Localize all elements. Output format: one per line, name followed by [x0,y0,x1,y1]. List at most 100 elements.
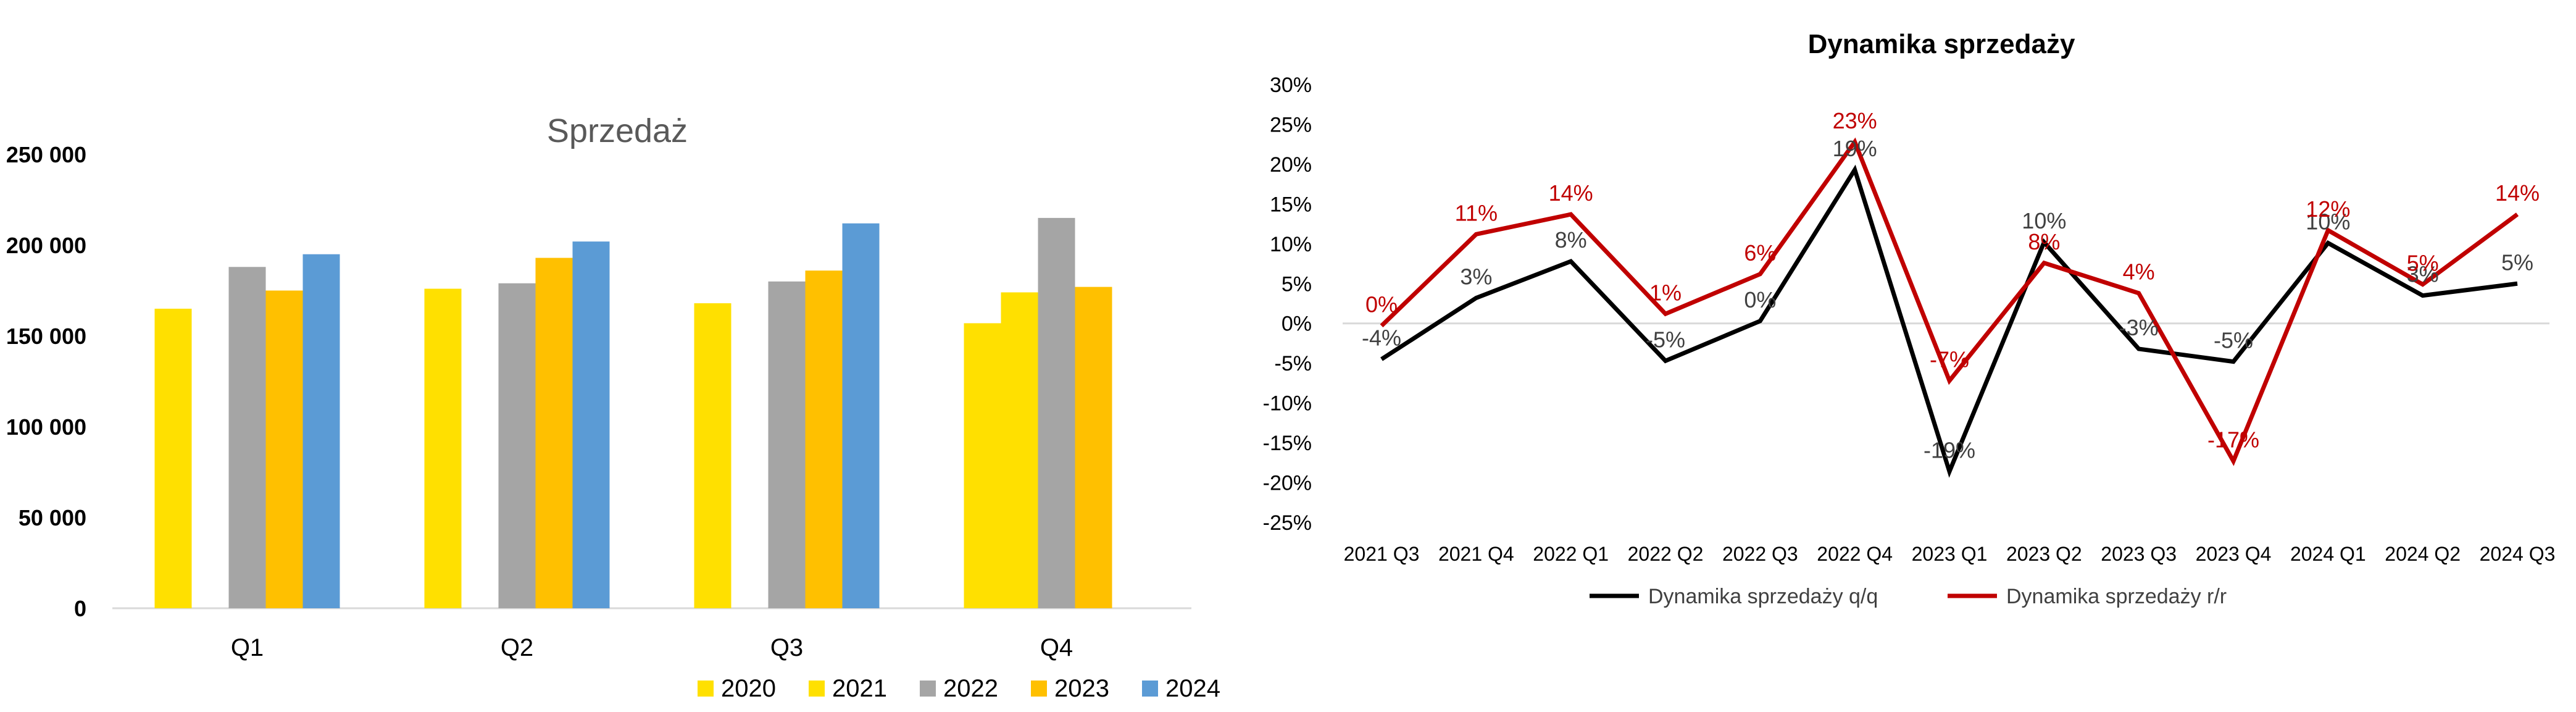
data-label-rr: -7% [1930,347,1969,372]
bar-2023-Q2 [535,258,573,609]
bar-2020-Q1 [154,308,192,608]
legend-label-2020: 2020 [721,675,776,702]
bar-2023-Q1 [265,290,303,608]
bar-y-tick-label: 0 [74,596,86,621]
line-chart-series [1380,137,2519,478]
line-x-tick-label: 2022 Q2 [1628,543,1704,565]
line-y-tick-label: -15% [1263,432,1312,455]
bar-x-tick-label: Q3 [770,634,803,661]
bar-2020-Q3 [694,303,732,608]
data-label-rr: 14% [1549,180,1593,206]
series-line-rr [1380,137,2519,466]
bar-chart-x-ticks: Q1 Q2 Q3 Q4 [231,634,1073,661]
data-label-rr: 5% [2407,251,2439,276]
line-y-tick-label: 25% [1270,113,1312,136]
line-chart-x-ticks: 2021 Q3 2021 Q4 2022 Q1 2022 Q2 2022 Q3 2022 … [1344,543,2556,565]
bar-2024-Q3 [842,223,880,609]
data-label-qq: 5% [2501,249,2533,275]
data-label-rr: 14% [2495,180,2540,206]
data-label-qq: 3% [1460,264,1492,289]
data-label-qq: -19% [1924,437,1975,463]
bar-2022-Q3 [768,281,806,608]
line-y-tick-label: -10% [1263,392,1312,416]
line-chart-title: Dynamika sprzedaży [1808,29,2075,59]
bar-2022-Q1 [228,267,266,608]
bar-y-tick-label: 150 000 [6,324,86,349]
legend-label-rr: Dynamika sprzedaży r/r [2006,585,2227,608]
bar-chart-legend: 2020 2021 2022 2023 2024 [698,675,1220,702]
bar-2024-Q2 [572,241,610,608]
bar-y-tick-label: 250 000 [6,142,86,167]
line-x-tick-label: 2022 Q3 [1722,543,1798,565]
data-label-qq: -5% [1646,327,1685,352]
bar-2023-Q4 [1075,287,1112,608]
line-x-tick-label: 2023 Q4 [2196,543,2272,565]
line-y-tick-label: 10% [1270,233,1312,256]
line-y-tick-label: 5% [1282,272,1312,296]
legend-label-2024: 2024 [1165,675,1220,702]
data-label-qq: 19% [1833,136,1877,161]
line-y-tick-label: 30% [1270,73,1312,97]
legend-label-qq: Dynamika sprzedaży q/q [1648,585,1878,608]
bar-chart-title: Sprzedaż [547,112,688,149]
bar-chart: Sprzedaż 0 50 000 100 000 150 000 200 000 250… [6,112,1220,702]
line-y-tick-label: -5% [1275,352,1312,375]
bar-2022-Q2 [498,283,536,608]
legend-swatch-2024 [1142,681,1158,697]
line-y-tick-label: 15% [1270,193,1312,216]
bar-2024-Q1 [302,254,340,608]
line-x-tick-label: 2022 Q4 [1817,543,1893,565]
legend-swatch-2022 [920,681,936,697]
bar-y-tick-label: 50 000 [19,505,86,530]
data-label-qq: -5% [2214,328,2253,353]
legend-label-2022: 2022 [943,675,998,702]
data-label-qq: -3% [2119,315,2159,340]
line-y-tick-label: 20% [1270,153,1312,177]
line-x-tick-label: 2024 Q2 [2385,543,2461,565]
bar-x-tick-label: Q2 [501,634,533,661]
line-y-tick-label: 0% [1282,312,1312,336]
line-y-tick-label: -25% [1263,511,1312,535]
data-label-rr: 23% [1833,108,1877,133]
bar-y-tick-label: 100 000 [6,414,86,440]
bar-2023-Q3 [805,270,843,608]
data-label-qq: 0% [1744,287,1776,312]
series-line-qq [1380,164,2518,478]
bar-2022-Q4 [1038,217,1075,608]
line-chart: Dynamika sprzedaży -25% -20% -15% -10% -5% 0%… [1263,29,2556,608]
bar-x-tick-label: Q4 [1040,634,1073,661]
line-x-tick-label: 2023 Q1 [1912,543,1988,565]
bar-x-tick-label: Q1 [231,634,264,661]
line-x-tick-label: 2024 Q3 [2480,543,2556,565]
legend-label-2023: 2023 [1054,675,1109,702]
data-label-qq: 3% [2407,262,2439,287]
data-label-qq: -4% [1362,325,1401,351]
data-label-rr: 4% [2123,259,2155,285]
line-chart-y-ticks: -25% -20% -15% -10% -5% 0% 5% 10% 15% 20% 25% 30% [1263,73,1312,535]
line-y-tick-label: -20% [1263,472,1312,495]
data-label-rr: 1% [1649,280,1682,305]
line-x-tick-label: 2022 Q1 [1533,543,1609,565]
legend-swatch-2021 [809,681,825,697]
line-x-tick-label: 2023 Q2 [2006,543,2082,565]
line-x-tick-label: 2021 Q4 [1438,543,1514,565]
data-label-rr: 6% [1744,240,1776,266]
line-x-tick-label: 2024 Q1 [2290,543,2366,565]
bar-chart-y-ticks: 0 50 000 100 000 150 000 200 000 250 000 [6,142,86,621]
legend-swatch-2023 [1031,681,1047,697]
data-label-qq: 10% [2306,209,2350,235]
bar-chart-bars [154,217,1112,609]
data-label-qq: 8% [1555,227,1587,253]
bar-2021-Q4 [1001,292,1038,608]
data-label-qq: 10% [2022,208,2066,233]
data-label-rr: 11% [1455,200,1498,225]
line-chart-legend: Dynamika sprzedaży q/q Dynamika sprzedaży… [1590,585,2227,608]
legend-swatch-2020 [698,681,714,697]
data-label-rr: -17% [2207,427,2259,453]
bar-y-tick-label: 200 000 [6,233,86,258]
data-label-rr: 8% [2028,229,2060,254]
data-label-rr: 12% [2306,196,2350,222]
line-chart-data-labels: -4%3%8%-5%0%19%-19%10%-3%-5%10%3% 5%0%11%… [1362,108,2540,463]
line-x-tick-label: 2021 Q3 [1344,543,1420,565]
